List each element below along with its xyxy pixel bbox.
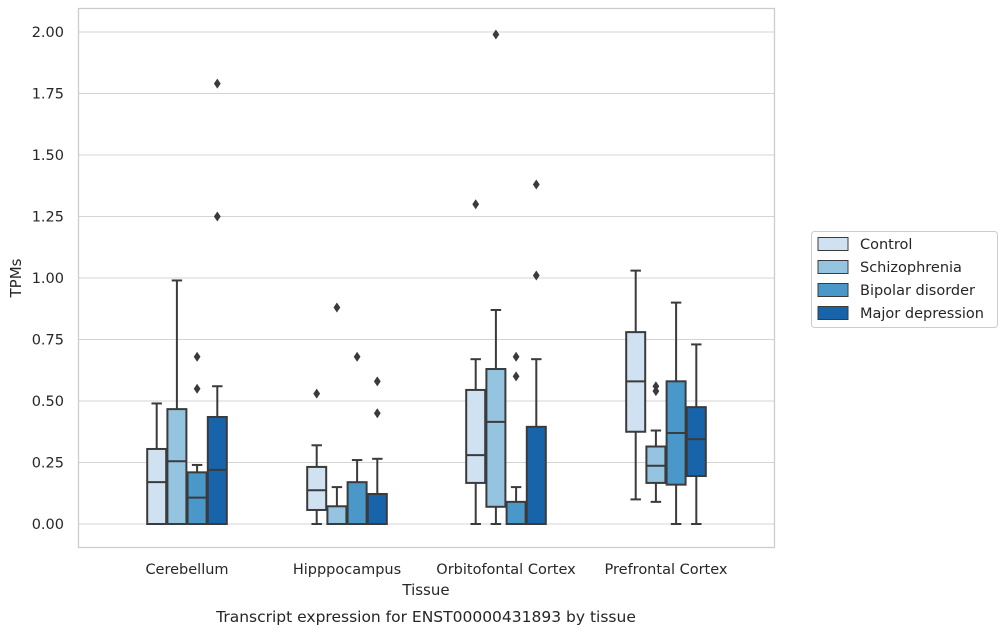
outlier-point: [472, 199, 480, 210]
y-axis: 0.00 0.25 0.50 0.75 1.00 1.25 1.50 1.75 2.00: [32, 25, 64, 533]
box-1-1: [326, 302, 348, 525]
box-plots: [146, 29, 707, 526]
legend-label: Schizophrenia: [860, 260, 962, 276]
box-3-0: [206, 78, 228, 525]
box-3-1: [366, 376, 388, 526]
box-3-3: [685, 343, 707, 525]
box-1-2: [485, 29, 507, 525]
box-1-0: [166, 279, 188, 526]
outlier-point: [193, 351, 201, 362]
y-tick-label: 2.00: [32, 25, 64, 41]
outlier-point: [353, 351, 361, 362]
outlier-point: [213, 211, 221, 222]
y-tick-label: 1.75: [32, 87, 64, 103]
y-tick-label: 1.25: [32, 210, 64, 226]
y-tick-label: 0.00: [32, 517, 64, 533]
box-body: [346, 481, 368, 525]
box-1-3: [645, 381, 667, 503]
box-2-1: [346, 351, 368, 525]
box-body: [485, 368, 507, 508]
gridlines: [79, 31, 774, 525]
box-body: [366, 492, 388, 526]
legend-swatch: [817, 260, 849, 274]
outlier-point: [532, 270, 540, 281]
outlier-point: [333, 302, 341, 313]
outlier-point: [532, 179, 540, 190]
legend-swatch: [817, 283, 849, 297]
box-body: [166, 408, 188, 526]
y-tick-label: 0.75: [32, 333, 64, 349]
box-body: [525, 425, 547, 525]
x-axis-label: Tissue: [401, 581, 449, 599]
legend-label: Bipolar disorder: [860, 283, 975, 299]
outlier-point: [193, 383, 201, 394]
box-body: [146, 447, 168, 525]
box-body: [685, 406, 707, 478]
outlier-point: [373, 376, 381, 387]
box-body: [326, 505, 348, 525]
y-tick-label: 1.50: [32, 148, 64, 164]
legend-swatch: [817, 237, 849, 251]
legend-label: Major depression: [860, 306, 984, 322]
x-tick-label: Orbitofontal Cortex: [436, 562, 576, 578]
box-0-2: [465, 199, 487, 525]
legend: Control Schizophrenia Bipolar disorder Majo…: [811, 231, 998, 328]
y-tick-label: 1.00: [32, 271, 64, 287]
plot-frame: [77, 7, 776, 549]
outlier-point: [492, 29, 500, 40]
x-axis: Cerebellum Hipppocampus Orbitofontal Corte…: [145, 562, 727, 578]
box-0-0: [146, 402, 168, 525]
box-2-0: [186, 351, 208, 525]
box-body: [465, 388, 487, 484]
box-2-2: [505, 351, 527, 525]
outlier-point: [512, 371, 520, 382]
legend-label: Control: [860, 237, 912, 253]
outlier-point: [373, 408, 381, 419]
box-0-3: [625, 269, 647, 501]
box-body: [306, 465, 328, 511]
y-axis-label: TPMs: [7, 258, 25, 298]
y-tick-label: 0.50: [32, 394, 64, 410]
outlier-point: [313, 388, 321, 399]
box-3-2: [525, 179, 547, 525]
legend-frame: [811, 231, 998, 328]
outlier-point: [652, 381, 660, 392]
y-tick-label: 0.25: [32, 456, 64, 472]
box-0-1: [306, 388, 328, 525]
x-tick-label: Hipppocampus: [293, 562, 401, 578]
chart-caption: Transcript expression for ENST0000043189…: [215, 608, 636, 626]
legend-swatch: [817, 306, 849, 320]
outlier-point: [213, 78, 221, 89]
outlier-point: [512, 351, 520, 362]
box-2-3: [665, 301, 687, 525]
box-body: [505, 500, 527, 525]
x-tick-label: Prefrontal Cortex: [605, 562, 728, 578]
x-tick-label: Cerebellum: [145, 562, 228, 578]
